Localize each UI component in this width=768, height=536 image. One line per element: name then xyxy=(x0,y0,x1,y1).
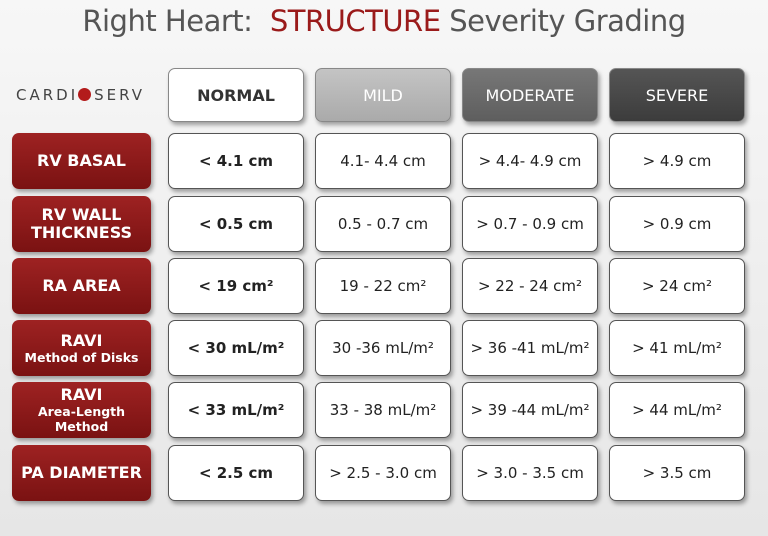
row-label: RAVI Area-Length Method xyxy=(12,382,151,438)
row-label-text: RA AREA xyxy=(42,276,121,295)
row-label: RV WALL THICKNESS xyxy=(12,196,151,252)
table-cell: 33 - 38 mL/m² xyxy=(315,382,451,438)
table-cell: < 33 mL/m² xyxy=(168,382,304,438)
row-label-text: PA DIAMETER xyxy=(21,463,142,482)
column-header: SEVERE xyxy=(609,68,745,122)
table-cell: < 2.5 cm xyxy=(168,445,304,501)
row-label-text: RV BASAL xyxy=(37,151,126,170)
row-label-text: RV WALL THICKNESS xyxy=(30,205,133,242)
table-cell: < 0.5 cm xyxy=(168,196,304,252)
logo-left: CARDI xyxy=(16,86,79,104)
table-cell: > 4.4- 4.9 cm xyxy=(462,133,598,189)
table-cell: < 4.1 cm xyxy=(168,133,304,189)
table-cell: > 41 mL/m² xyxy=(609,320,745,376)
column-header: NORMAL xyxy=(168,68,304,122)
table-cell: > 2.5 - 3.0 cm xyxy=(315,445,451,501)
row-sublabel: Method of Disks xyxy=(24,349,139,365)
table-cell: > 36 -41 mL/m² xyxy=(462,320,598,376)
title-highlight: STRUCTURE xyxy=(269,4,441,38)
title: Right Heart: STRUCTURE Severity Grading xyxy=(0,4,768,38)
table-cell: > 0.9 cm xyxy=(609,196,745,252)
row-label: RV BASAL xyxy=(12,133,151,189)
table-cell: > 24 cm² xyxy=(609,258,745,314)
row-label: PA DIAMETER xyxy=(12,445,151,501)
row-label: RA AREA xyxy=(12,258,151,314)
title-suffix: Severity Grading xyxy=(449,4,686,38)
table-cell: > 39 -44 mL/m² xyxy=(462,382,598,438)
table-cell: 4.1- 4.4 cm xyxy=(315,133,451,189)
table-cell: > 0.7 - 0.9 cm xyxy=(462,196,598,252)
table-cell: > 4.9 cm xyxy=(609,133,745,189)
row-label: RAVI Method of Disks xyxy=(12,320,151,376)
table-cell: < 30 mL/m² xyxy=(168,320,304,376)
table-cell: 0.5 - 0.7 cm xyxy=(315,196,451,252)
table-cell: 19 - 22 cm² xyxy=(315,258,451,314)
table-cell: < 19 cm² xyxy=(168,258,304,314)
column-header: MODERATE xyxy=(462,68,598,122)
row-label-text: RAVI xyxy=(60,330,103,350)
table-cell: > 3.5 cm xyxy=(609,445,745,501)
logo-right: SERV xyxy=(94,86,146,104)
table-cell: > 44 mL/m² xyxy=(609,382,745,438)
table-cell: > 3.0 - 3.5 cm xyxy=(462,445,598,501)
column-header: MILD xyxy=(315,68,451,122)
table-cell: > 22 - 24 cm² xyxy=(462,258,598,314)
table-cell: 30 -36 mL/m² xyxy=(315,320,451,376)
row-label-text: RAVI xyxy=(60,385,103,404)
row-sublabel: Area-Length Method xyxy=(37,404,126,434)
title-prefix: Right Heart: xyxy=(82,4,253,38)
logo: CARDI SERV xyxy=(16,86,145,104)
logo-icon xyxy=(78,88,92,101)
